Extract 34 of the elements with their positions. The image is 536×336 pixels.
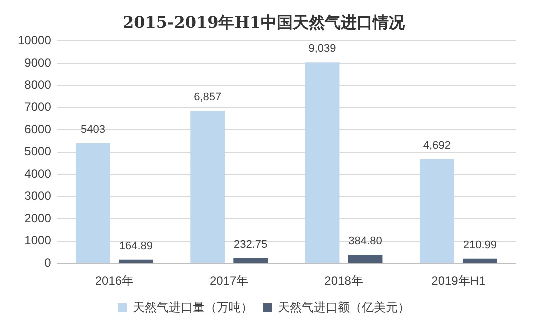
bar — [420, 159, 454, 264]
data-label: 9,039 — [308, 43, 336, 56]
y-tick-label: 10000 — [18, 34, 52, 48]
bar — [190, 111, 226, 264]
y-tick-label: 3000 — [24, 189, 52, 204]
bar — [234, 258, 268, 264]
bar — [305, 62, 340, 264]
data-label: 384.80 — [348, 236, 382, 248]
bar — [76, 143, 110, 264]
data-label: 6,857 — [194, 92, 222, 104]
y-tick-label: 4000 — [24, 166, 52, 181]
y-tick-label: 8000 — [24, 78, 52, 92]
x-tick-label: 2016年 — [95, 274, 134, 288]
y-tick-label: 2000 — [24, 211, 52, 226]
y-tick-label: 5000 — [24, 144, 52, 159]
bar — [462, 258, 498, 264]
x-tick-label: 2018年 — [324, 274, 364, 288]
x-tick-label: 2017年 — [210, 274, 249, 288]
x-tick-label: 2019年H1 — [432, 274, 486, 288]
data-label: 210.99 — [463, 239, 497, 252]
data-label: 232.75 — [234, 238, 268, 251]
data-label: 4,692 — [423, 140, 451, 152]
y-tick-label: 1000 — [24, 234, 52, 248]
y-tick-label: 7000 — [24, 100, 52, 114]
data-label: 164.89 — [119, 240, 154, 252]
bar — [348, 255, 383, 264]
y-tick-label: 0 — [44, 256, 52, 270]
legend-label: 天然气进口量（万吨） — [133, 300, 253, 314]
y-tick-label: 6000 — [24, 122, 52, 136]
legend-label: 天然气进口额（亿美元） — [278, 300, 410, 314]
bar — [119, 260, 154, 264]
data-label: 5403 — [80, 124, 106, 136]
chart-title: 2015-2019年H1中国天然气进口情况 — [123, 12, 406, 32]
y-tick-label: 9000 — [24, 56, 52, 70]
